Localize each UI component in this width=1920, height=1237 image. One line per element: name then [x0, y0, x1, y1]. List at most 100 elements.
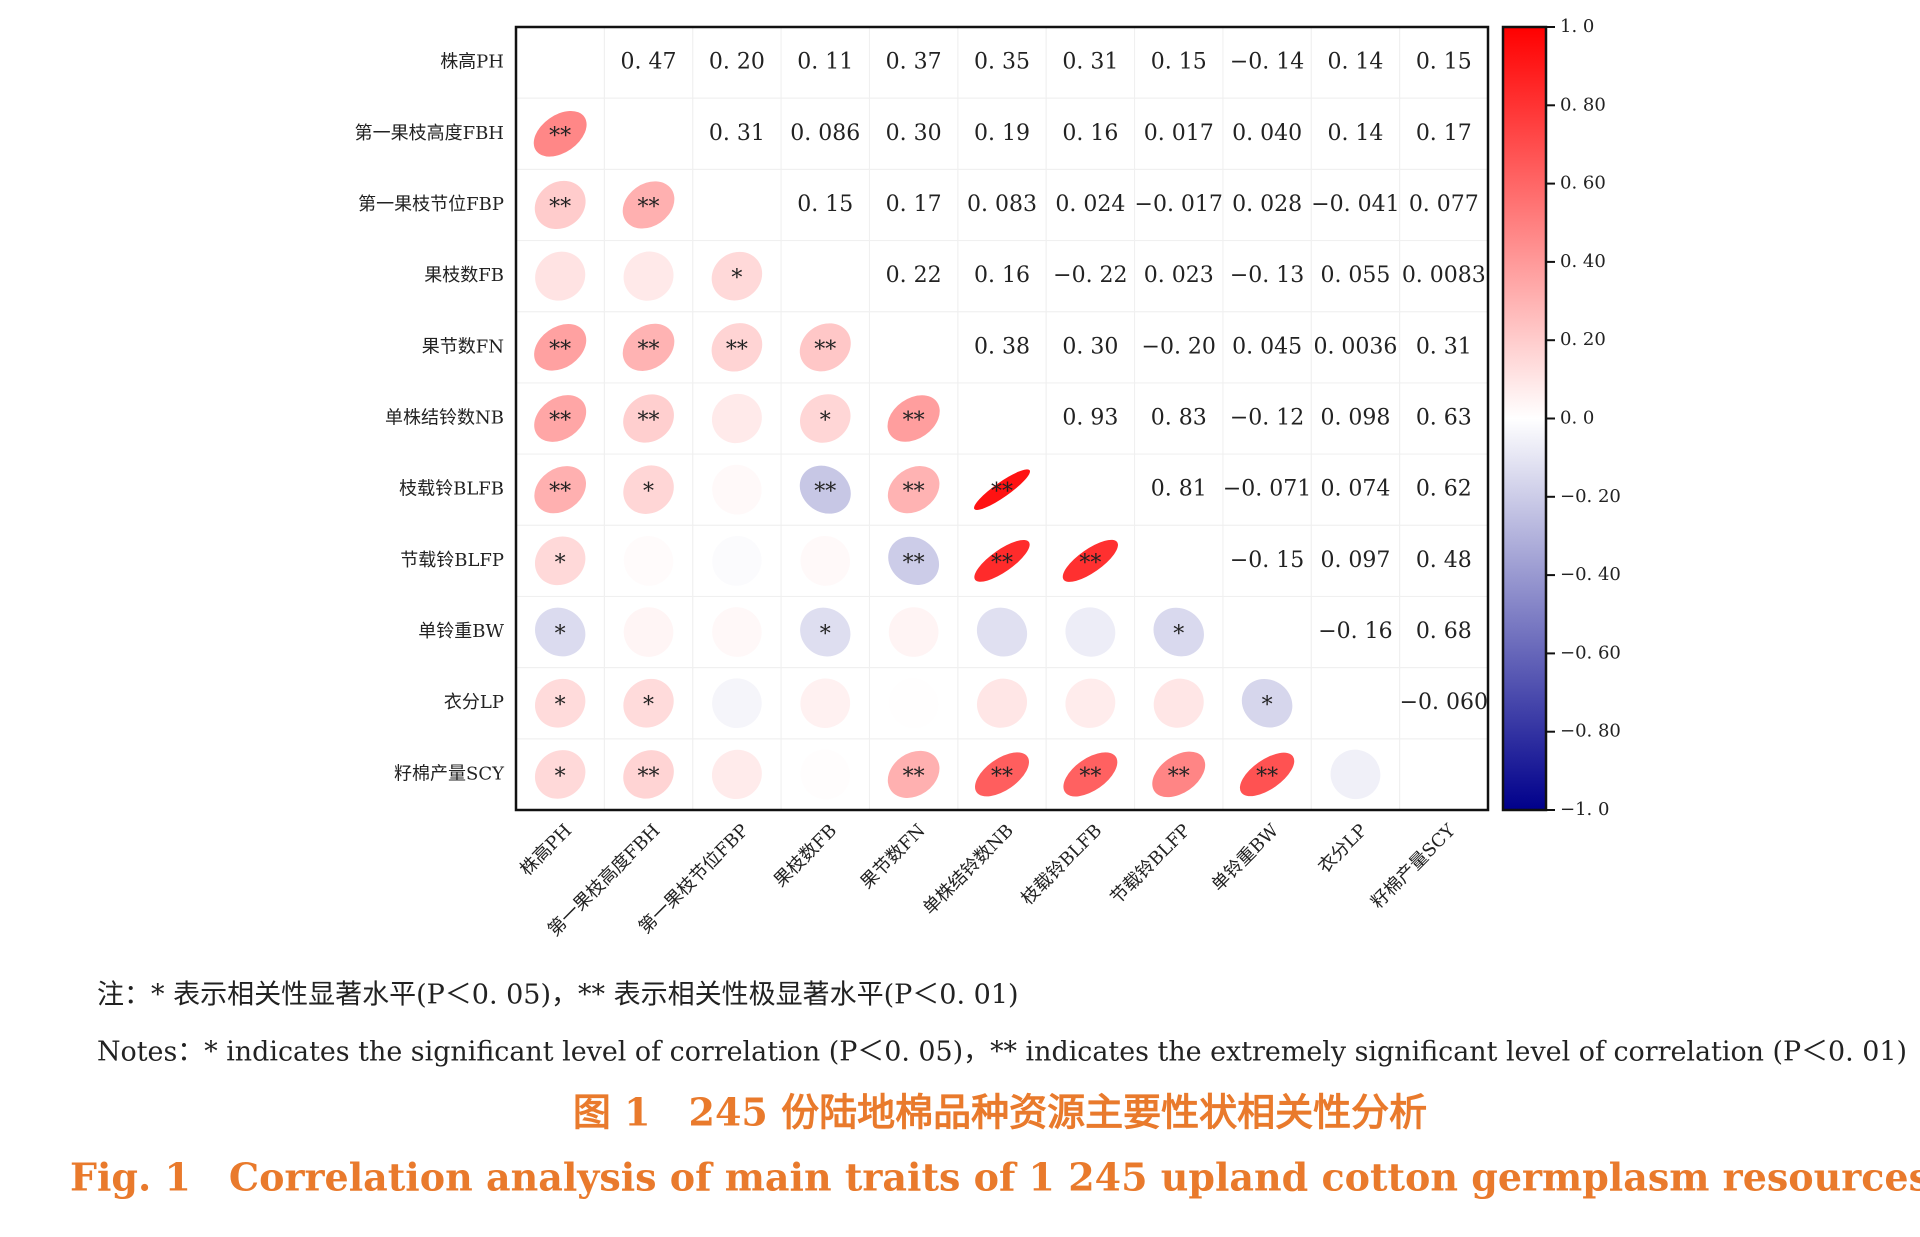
row-label: 株高PH	[440, 52, 504, 73]
correlation-ellipse	[623, 750, 674, 799]
value-label: 0. 074	[1320, 477, 1390, 502]
colorbar-tick-label: 0. 80	[1560, 94, 1606, 115]
value-label: 0. 0036	[1313, 334, 1397, 359]
value-label: 0. 15	[797, 192, 853, 217]
correlation-ellipse	[1152, 751, 1206, 798]
correlation-ellipse	[974, 469, 1030, 510]
value-label: −0. 14	[1230, 50, 1304, 75]
column-label: 节载铃BLFP	[1106, 820, 1194, 908]
correlation-ellipse	[623, 678, 674, 728]
value-label: −0. 13	[1230, 263, 1304, 288]
value-label: 0. 15	[1416, 50, 1472, 75]
value-label: 0. 098	[1320, 406, 1390, 431]
correlation-ellipse	[799, 323, 851, 372]
value-label: 0. 045	[1232, 334, 1302, 359]
value-label: 0. 17	[1416, 121, 1472, 146]
correlation-ellipse	[976, 607, 1028, 657]
cell	[603, 97, 694, 170]
value-label: 0. 31	[1062, 50, 1118, 75]
cell	[515, 26, 605, 99]
correlation-ellipse	[623, 251, 674, 301]
correlation-ellipse	[800, 749, 850, 800]
value-label: 0. 14	[1327, 121, 1383, 146]
significance-mark: **	[549, 195, 571, 220]
value-label: 0. 15	[1151, 50, 1207, 75]
correlation-ellipse	[800, 394, 851, 443]
correlation-ellipse	[1062, 539, 1118, 582]
significance-mark: *	[1173, 622, 1184, 647]
column-label: 株高PH	[516, 820, 576, 880]
cell	[1222, 595, 1312, 669]
value-label: 0. 20	[709, 50, 765, 75]
value-label: 0. 30	[1062, 334, 1118, 359]
correlation-ellipse	[534, 607, 586, 657]
value-label: 0. 47	[621, 50, 677, 75]
value-label: 0. 023	[1144, 263, 1214, 288]
row-label: 节载铃BLFP	[400, 550, 504, 571]
cell	[1310, 667, 1401, 740]
column-label: 果枝数FB	[770, 820, 841, 891]
significance-mark: **	[1079, 551, 1101, 576]
caption-cn: 图 1 245 份陆地棉品种资源主要性状相关性分析	[573, 1090, 1427, 1135]
significance-mark: **	[638, 764, 660, 789]
significance-mark: *	[643, 480, 654, 505]
significance-mark: **	[903, 551, 925, 576]
correlation-ellipse	[887, 750, 940, 798]
correlation-ellipse	[887, 466, 940, 514]
value-label: 0. 11	[797, 50, 853, 75]
colorbar-tick-label: −0. 60	[1560, 642, 1621, 663]
correlation-ellipse	[623, 394, 674, 443]
correlation-ellipse	[712, 535, 762, 586]
significance-mark: *	[555, 551, 566, 576]
cell	[1399, 738, 1489, 811]
correlation-ellipse	[1153, 607, 1204, 657]
correlation-ellipse	[623, 607, 674, 657]
value-label: 0. 19	[974, 121, 1030, 146]
significance-mark: *	[731, 266, 742, 291]
value-label: −0. 017	[1135, 192, 1223, 217]
correlation-ellipse	[534, 536, 586, 586]
value-label: −0. 071	[1223, 477, 1311, 502]
cell	[1045, 453, 1136, 526]
correlation-ellipse	[534, 395, 587, 442]
value-label: 0. 30	[886, 121, 942, 146]
value-label: 0. 38	[974, 334, 1030, 359]
value-label: 0. 63	[1416, 406, 1472, 431]
caption-en: Fig. 1 Correlation analysis of main trai…	[70, 1155, 1920, 1200]
value-label: 0. 16	[974, 263, 1030, 288]
significance-mark: **	[726, 337, 748, 362]
significance-mark: **	[903, 480, 925, 505]
colorbar-tick-label: 0. 60	[1560, 173, 1606, 194]
row-label: 衣分LP	[444, 692, 504, 713]
colorbar-tick-label: 0. 0	[1560, 408, 1594, 429]
significance-mark: **	[1256, 764, 1278, 789]
correlation-ellipse	[712, 464, 762, 515]
colorbar-tick-label: −1. 0	[1560, 799, 1609, 820]
row-label: 第一果枝节位FBP	[358, 194, 504, 215]
value-label: −0. 12	[1230, 406, 1304, 431]
correlation-ellipse	[533, 110, 587, 157]
row-label: 枝载铃BLFB	[399, 479, 504, 500]
value-label: 0. 097	[1320, 548, 1390, 573]
value-label: −0. 20	[1142, 334, 1216, 359]
significance-mark: **	[549, 480, 571, 505]
significance-mark: **	[1079, 764, 1101, 789]
correlation-ellipse	[534, 678, 586, 728]
correlation-ellipse	[623, 535, 674, 586]
row-label: 果节数FN	[422, 336, 504, 357]
value-label: 0. 22	[886, 263, 942, 288]
value-label: 0. 083	[967, 192, 1037, 217]
significance-mark: **	[991, 764, 1013, 789]
significance-mark: **	[549, 337, 571, 362]
correlation-ellipse	[887, 395, 940, 442]
cell	[868, 311, 959, 384]
column-label: 枝载铃BLFB	[1017, 820, 1106, 909]
correlation-ellipse	[711, 323, 763, 372]
row-label: 籽棉产量SCY	[394, 763, 505, 784]
value-label: 0. 68	[1416, 619, 1472, 644]
row-label: 单铃重BW	[418, 621, 504, 642]
correlation-ellipse	[1241, 678, 1293, 728]
correlation-ellipse	[534, 466, 587, 514]
correlation-ellipse	[712, 607, 762, 657]
